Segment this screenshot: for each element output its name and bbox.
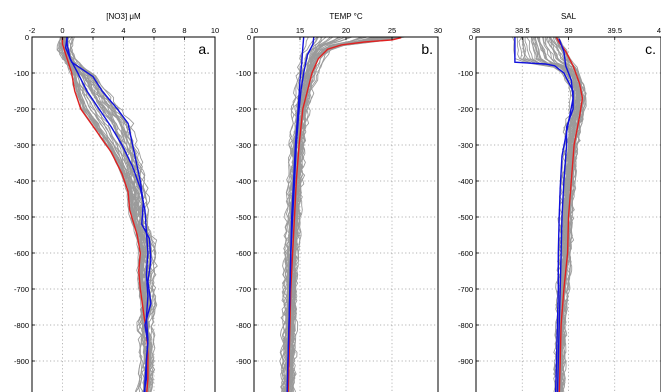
y-tick-label: -400 <box>14 177 29 186</box>
panel-label: b. <box>421 41 433 57</box>
y-tick-label: -900 <box>458 357 473 366</box>
series-red-line <box>287 37 402 392</box>
series-blue-line <box>286 37 305 392</box>
y-tick-label: -600 <box>236 249 251 258</box>
y-tick-label: -200 <box>458 105 473 114</box>
x-tick-label: 38.5 <box>515 26 530 35</box>
y-tick-label: -900 <box>14 357 29 366</box>
profile-gray-line <box>63 37 152 392</box>
x-tick-label: 40 <box>657 26 661 35</box>
profile-gray-line <box>289 37 340 392</box>
y-tick-label: -700 <box>236 285 251 294</box>
y-tick-label: -800 <box>14 321 29 330</box>
y-tick-label: -500 <box>236 213 251 222</box>
y-tick-label: -600 <box>458 249 473 258</box>
y-tick-label: -900 <box>236 357 251 366</box>
profile-gray-line <box>70 37 157 392</box>
x-tick-label: -2 <box>29 26 36 35</box>
x-tick-label: 38 <box>472 26 480 35</box>
series-red-line <box>555 37 584 392</box>
profile-gray-line <box>279 37 319 392</box>
panel-title: SAL <box>561 12 577 21</box>
series-blue-line <box>554 38 574 392</box>
y-tick-label: -100 <box>14 69 29 78</box>
y-tick-label: 0 <box>25 33 29 42</box>
profile-gray-line <box>291 37 363 392</box>
y-tick-label: -700 <box>458 285 473 294</box>
profile-gray-line <box>280 37 340 392</box>
series-blue-line <box>66 37 149 392</box>
y-tick-label: -200 <box>236 105 251 114</box>
x-tick-label: 39 <box>564 26 572 35</box>
y-tick-label: -600 <box>14 249 29 258</box>
y-tick-label: -300 <box>236 141 251 150</box>
x-tick-label: 25 <box>388 26 396 35</box>
x-tick-label: 15 <box>296 26 304 35</box>
panel-label: c. <box>645 41 656 57</box>
y-tick-label: -500 <box>458 213 473 222</box>
profile-gray-line <box>66 37 152 392</box>
x-tick-label: 0 <box>60 26 64 35</box>
y-tick-label: -100 <box>458 69 473 78</box>
x-tick-label: 6 <box>152 26 156 35</box>
y-tick-label: -800 <box>236 321 251 330</box>
profile-gray-line <box>553 37 586 392</box>
y-tick-label: -700 <box>14 285 29 294</box>
y-tick-label: -300 <box>458 141 473 150</box>
y-tick-label: -500 <box>14 213 29 222</box>
panel-title: TEMP °C <box>329 12 363 21</box>
y-tick-label: -400 <box>458 177 473 186</box>
y-tick-label: -300 <box>14 141 29 150</box>
x-tick-label: 4 <box>121 26 125 35</box>
y-tick-label: 0 <box>247 33 251 42</box>
profile-gray-line <box>557 37 587 392</box>
x-tick-label: 8 <box>182 26 186 35</box>
panel-title: [NO3] μM <box>106 12 141 21</box>
y-tick-label: -800 <box>458 321 473 330</box>
x-tick-label: 10 <box>250 26 258 35</box>
y-tick-label: -100 <box>236 69 251 78</box>
profile-gray-line <box>534 37 581 392</box>
profile-gray-line <box>292 37 405 392</box>
profile-gray-line <box>69 37 158 392</box>
x-tick-label: 39.5 <box>607 26 622 35</box>
panel-label: a. <box>198 41 210 57</box>
x-tick-label: 2 <box>91 26 95 35</box>
y-tick-label: -200 <box>14 105 29 114</box>
profile-gray-line <box>539 37 581 392</box>
x-tick-label: 30 <box>434 26 442 35</box>
x-tick-label: 20 <box>342 26 350 35</box>
x-tick-label: 10 <box>211 26 219 35</box>
y-tick-label: -400 <box>236 177 251 186</box>
y-tick-label: 0 <box>469 33 473 42</box>
